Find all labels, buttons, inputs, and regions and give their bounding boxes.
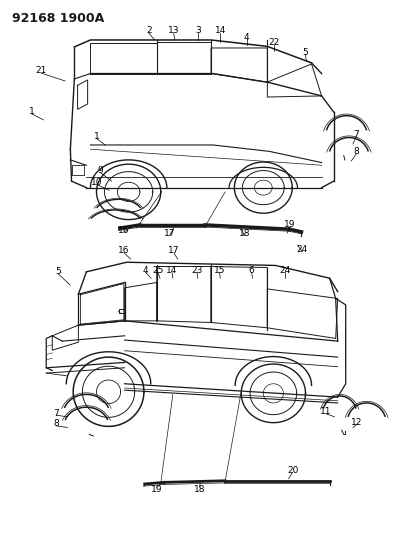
Text: 21: 21 [35, 67, 47, 75]
Text: 22: 22 [268, 38, 279, 47]
Text: 18: 18 [238, 229, 249, 238]
Text: 7: 7 [352, 130, 358, 139]
Text: 5: 5 [55, 268, 61, 276]
Text: 24: 24 [296, 245, 307, 254]
Text: 19: 19 [283, 221, 294, 229]
Text: 10: 10 [91, 178, 102, 187]
Text: 14: 14 [166, 266, 177, 274]
Text: 19: 19 [151, 485, 162, 494]
Text: 18: 18 [193, 485, 205, 494]
Text: 17: 17 [164, 229, 175, 238]
Text: 24: 24 [279, 266, 290, 274]
Text: 16: 16 [118, 246, 129, 255]
Text: 14: 14 [214, 27, 225, 35]
Text: 17: 17 [168, 246, 179, 255]
Text: 5: 5 [302, 48, 308, 56]
Text: 11: 11 [319, 407, 330, 416]
Text: 13: 13 [168, 27, 179, 35]
Text: 8: 8 [53, 419, 59, 428]
Text: 1: 1 [93, 132, 99, 141]
Text: 6: 6 [248, 266, 254, 274]
Text: 9: 9 [97, 166, 103, 175]
Text: 25: 25 [152, 266, 163, 274]
Text: 4: 4 [142, 266, 148, 274]
Text: 16: 16 [118, 226, 129, 235]
Text: 20: 20 [286, 466, 298, 474]
Text: 1: 1 [29, 108, 35, 116]
Text: 8: 8 [352, 148, 358, 156]
Text: 92168 1900A: 92168 1900A [12, 12, 104, 25]
Text: 15: 15 [213, 266, 225, 274]
Text: 23: 23 [191, 266, 202, 274]
Text: 7: 7 [53, 409, 59, 417]
Text: 12: 12 [350, 418, 362, 426]
Text: 3: 3 [194, 27, 200, 35]
Text: 4: 4 [243, 33, 249, 42]
Text: 2: 2 [146, 27, 151, 35]
